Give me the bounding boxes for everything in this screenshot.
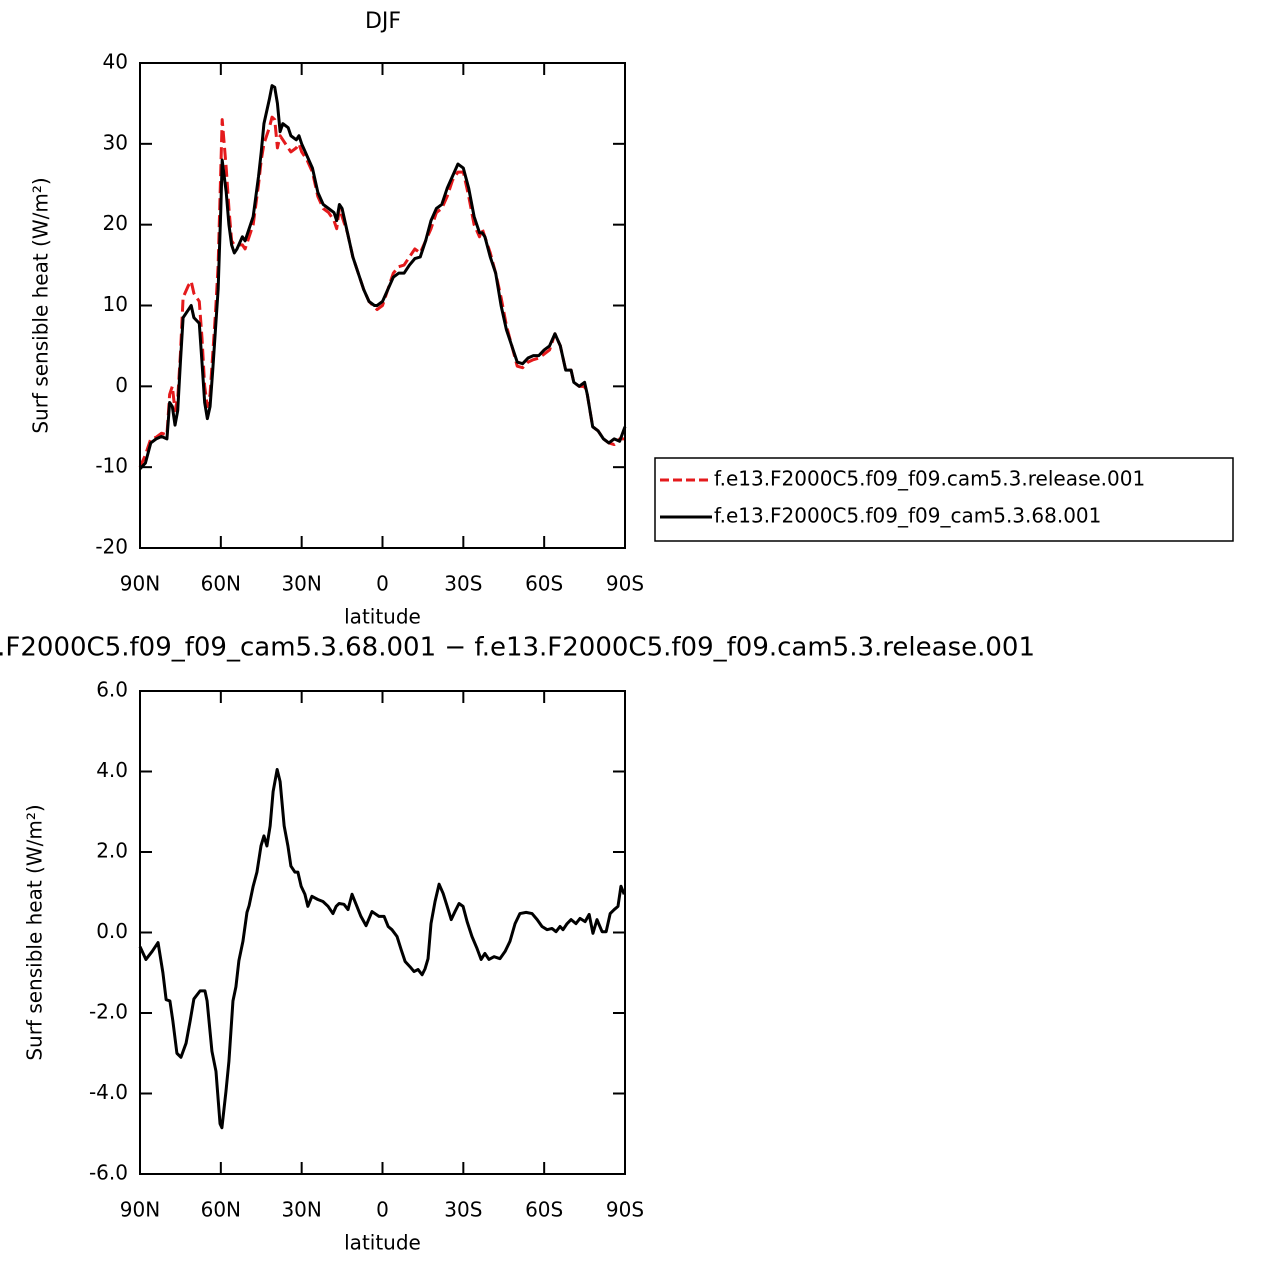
legend-label: f.e13.F2000C5.f09_f09_cam5.3.68.001 (714, 504, 1101, 528)
y-tick-label: -6.0 (89, 1161, 128, 1185)
x-tick-label: 0 (376, 1198, 389, 1222)
y-tick-label: 40 (103, 50, 128, 74)
x-tick-label: 90N (120, 1198, 160, 1222)
y-tick-label: 20 (103, 211, 128, 235)
y-tick-label: -4.0 (89, 1080, 128, 1104)
x-tick-label: 0 (376, 572, 389, 596)
y-tick-label: 0.0 (96, 919, 128, 943)
data-line (138, 115, 625, 468)
y-tick-label: 10 (103, 292, 128, 316)
x-tick-label: 30S (444, 1198, 482, 1222)
y-tick-label: -2.0 (89, 1000, 128, 1024)
plot-frame (139, 690, 626, 1175)
y-axis-label: Surf sensible heat (W/m²) (29, 177, 53, 433)
x-tick-label: 60N (201, 572, 241, 596)
x-tick-label: 60N (201, 1198, 241, 1222)
y-tick-label: 0 (115, 373, 128, 397)
chart-title: f.e13.F2000C5.f09_f09_cam5.3.68.001 − f.… (0, 633, 1035, 663)
x-tick-label: 90N (120, 572, 160, 596)
y-tick-label: -10 (95, 454, 128, 478)
plot-frame (139, 62, 626, 549)
chart-title: DJF (365, 9, 401, 34)
x-tick-label: 60S (525, 1198, 563, 1222)
data-line (138, 767, 626, 1130)
x-axis-label: latitude (344, 1231, 421, 1255)
y-tick-label: 4.0 (96, 758, 128, 782)
x-tick-label: 60S (525, 572, 563, 596)
y-axis-label: Surf sensible heat (W/m²) (23, 804, 47, 1060)
y-tick-label: 6.0 (96, 678, 128, 702)
x-tick-label: 30S (444, 572, 482, 596)
y-tick-label: -20 (95, 535, 128, 559)
x-axis-label: latitude (344, 605, 421, 629)
x-tick-label: 90S (606, 572, 644, 596)
y-tick-label: 2.0 (96, 839, 128, 863)
x-tick-label: 90S (606, 1198, 644, 1222)
y-tick-label: 30 (103, 130, 128, 154)
legend-label: f.e13.F2000C5.f09_f09.cam5.3.release.001 (714, 467, 1145, 491)
x-tick-label: 30N (281, 1198, 321, 1222)
data-line (138, 84, 627, 470)
x-tick-label: 30N (281, 572, 321, 596)
legend-box (654, 457, 1234, 542)
